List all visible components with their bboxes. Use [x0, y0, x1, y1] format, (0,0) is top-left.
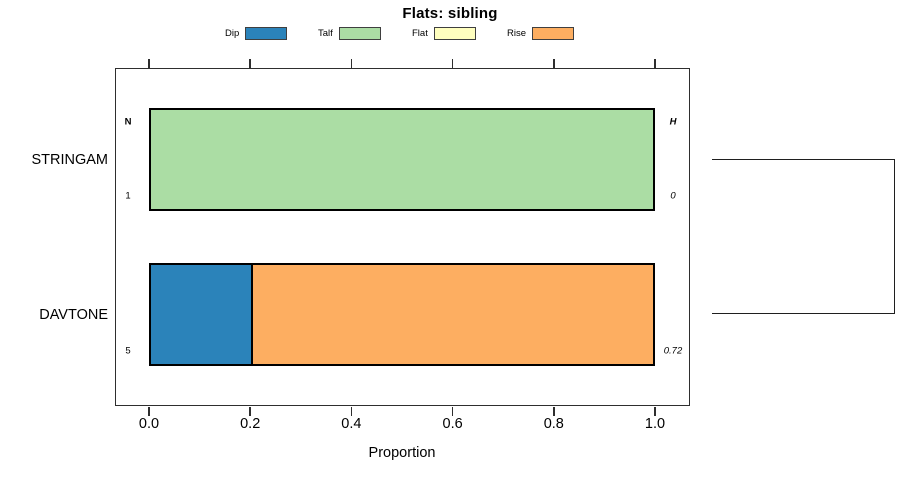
x-axis-tick-label: 0.2 — [240, 416, 261, 432]
legend-swatch — [245, 27, 288, 40]
x-axis-tick-bottom — [249, 407, 251, 416]
x-axis-tick-top — [553, 59, 555, 68]
x-axis-tick-label: 1.0 — [644, 416, 666, 432]
x-axis-tick-top — [148, 59, 150, 68]
legend-label: Rise — [507, 28, 527, 39]
x-axis-tick-bottom — [148, 407, 150, 416]
legend-label: Flat — [412, 28, 428, 39]
x-axis-tick-bottom — [553, 407, 555, 416]
x-axis-title: Proportion — [368, 445, 436, 461]
x-axis-tick-bottom — [654, 407, 656, 416]
bar-davtone — [149, 263, 655, 366]
x-axis-tick-label: 0.0 — [138, 416, 160, 432]
cluster-bracket — [712, 159, 895, 314]
legend-item: Rise — [507, 26, 575, 41]
x-axis-tick-top — [249, 59, 251, 68]
x-axis-tick-label: 0.6 — [442, 416, 463, 432]
legend-item: Flat — [412, 26, 476, 41]
n-value: 5 — [125, 345, 131, 357]
h-column-header: H — [669, 116, 677, 128]
x-axis-tick-bottom — [350, 407, 353, 416]
legend-swatch — [532, 27, 575, 40]
x-axis-tick-label: 0.8 — [543, 416, 564, 432]
category-label-stringam: STRINGAM — [31, 151, 108, 168]
chart-title: Flats: sibling — [402, 5, 498, 22]
h-value: 0 — [670, 190, 676, 202]
legend-item: Talf — [318, 26, 381, 41]
legend-label: Dip — [225, 28, 240, 39]
x-axis-tick-bottom — [451, 407, 454, 416]
bar-stringam — [149, 108, 655, 211]
x-axis-tick-label: 0.4 — [341, 416, 362, 432]
bar-segment-rise — [251, 265, 653, 364]
category-label-davtone: DAVTONE — [39, 306, 108, 323]
x-axis-tick-top — [654, 59, 656, 68]
n-value: 1 — [125, 190, 131, 202]
legend-item: Dip — [225, 26, 288, 41]
x-axis-tick-top — [451, 59, 454, 68]
bar-segment-dip — [151, 265, 252, 364]
h-value: 0.72 — [663, 345, 683, 357]
legend-swatch — [433, 27, 476, 40]
n-column-header: N — [124, 116, 132, 128]
plot-area — [115, 68, 690, 406]
x-axis-tick-top — [350, 59, 353, 68]
legend-label: Talf — [318, 28, 333, 39]
bar-segment-talf — [151, 110, 653, 209]
legend-swatch — [338, 27, 381, 40]
